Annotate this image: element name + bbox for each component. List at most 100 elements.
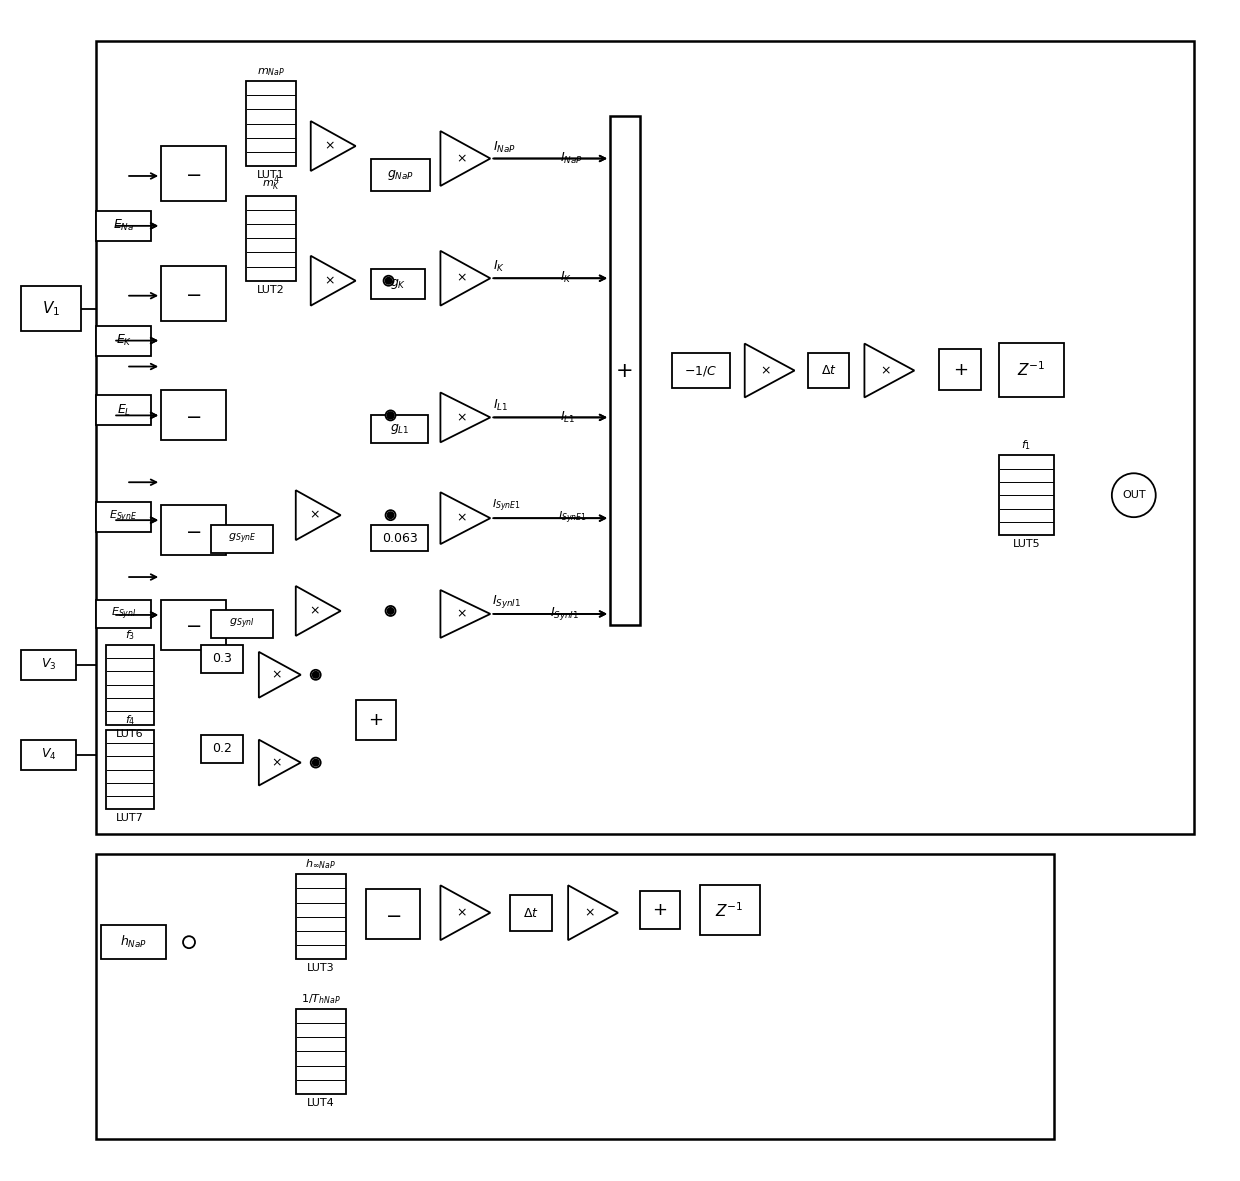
- Text: $g_{NaP}$: $g_{NaP}$: [387, 168, 414, 182]
- Text: $I_K$: $I_K$: [494, 259, 505, 274]
- Text: $\times$: $\times$: [456, 152, 466, 165]
- Bar: [97, 326, 151, 355]
- Text: $E_{SynI}$: $E_{SynI}$: [110, 606, 136, 622]
- Text: $\times$: $\times$: [309, 605, 320, 618]
- Text: LUT2: LUT2: [257, 285, 285, 295]
- Bar: [807, 353, 849, 389]
- Polygon shape: [259, 652, 301, 698]
- Bar: [366, 889, 420, 939]
- Circle shape: [184, 937, 195, 948]
- Bar: [107, 645, 154, 725]
- Text: $1/T_{hNaP}$: $1/T_{hNaP}$: [301, 992, 341, 1006]
- Bar: [161, 600, 226, 650]
- Circle shape: [387, 511, 394, 520]
- Text: $-$: $-$: [384, 905, 402, 924]
- Bar: [161, 146, 226, 201]
- Text: +: +: [616, 360, 634, 380]
- Circle shape: [311, 757, 321, 768]
- Bar: [672, 353, 730, 389]
- Bar: [201, 735, 243, 763]
- Bar: [102, 925, 166, 959]
- Circle shape: [386, 510, 396, 520]
- Bar: [999, 342, 1064, 398]
- Text: $\times$: $\times$: [456, 906, 466, 919]
- Text: $\times$: $\times$: [309, 509, 320, 522]
- Text: $\Delta t$: $\Delta t$: [523, 907, 539, 920]
- Bar: [97, 502, 151, 533]
- Text: $I_K$: $I_K$: [560, 270, 572, 286]
- Bar: [97, 41, 1194, 835]
- Text: $E_{SynE}$: $E_{SynE}$: [109, 509, 138, 526]
- Polygon shape: [864, 344, 914, 398]
- Text: $I_{L1}$: $I_{L1}$: [494, 398, 508, 413]
- Circle shape: [311, 670, 321, 680]
- Text: $g_K$: $g_K$: [389, 276, 407, 291]
- Text: $f_4$: $f_4$: [125, 713, 135, 726]
- Bar: [699, 886, 760, 935]
- Bar: [246, 196, 296, 281]
- Text: LUT4: LUT4: [306, 1098, 335, 1108]
- Text: $\times$: $\times$: [880, 364, 890, 377]
- Text: $h_{\infty NaP}$: $h_{\infty NaP}$: [305, 857, 336, 872]
- Text: $I_{NaP}$: $I_{NaP}$: [560, 150, 583, 165]
- Bar: [999, 456, 1054, 535]
- Polygon shape: [440, 131, 490, 185]
- Text: $I_{SynI1}$: $I_{SynI1}$: [551, 606, 579, 622]
- Bar: [296, 1009, 346, 1094]
- Polygon shape: [296, 490, 341, 540]
- Text: $\times$: $\times$: [272, 668, 281, 681]
- Text: LUT3: LUT3: [306, 964, 335, 973]
- Text: OUT: OUT: [1122, 490, 1146, 501]
- Polygon shape: [311, 122, 356, 171]
- Circle shape: [311, 671, 320, 679]
- Text: 0.063: 0.063: [382, 531, 418, 544]
- Text: $-$: $-$: [186, 521, 202, 540]
- Bar: [161, 505, 226, 555]
- Text: $Z^{-1}$: $Z^{-1}$: [1017, 360, 1045, 379]
- Circle shape: [386, 606, 396, 616]
- Polygon shape: [440, 250, 490, 306]
- Polygon shape: [440, 590, 490, 638]
- Text: $-$: $-$: [186, 406, 202, 425]
- Text: $\times$: $\times$: [324, 274, 335, 287]
- Text: $f_3$: $f_3$: [125, 628, 135, 642]
- Circle shape: [383, 275, 393, 286]
- Circle shape: [387, 411, 394, 419]
- Bar: [97, 600, 151, 628]
- Text: $\times$: $\times$: [456, 272, 466, 285]
- Text: $\Delta t$: $\Delta t$: [821, 364, 837, 377]
- Bar: [201, 645, 243, 673]
- Text: +: +: [652, 901, 667, 919]
- Text: $I_{SynE1}$: $I_{SynE1}$: [492, 497, 521, 514]
- Text: +: +: [952, 360, 967, 379]
- Text: LUT6: LUT6: [117, 729, 144, 738]
- Bar: [97, 396, 151, 425]
- Bar: [161, 266, 226, 320]
- Bar: [510, 895, 552, 931]
- Text: $h_{NaP}$: $h_{NaP}$: [120, 934, 148, 951]
- Text: $f_1$: $f_1$: [1022, 438, 1032, 452]
- Bar: [211, 609, 273, 638]
- Text: $g_{SynE}$: $g_{SynE}$: [228, 531, 257, 547]
- Bar: [161, 391, 226, 441]
- Bar: [21, 286, 82, 331]
- Text: +: +: [368, 711, 383, 729]
- Bar: [610, 116, 640, 625]
- Polygon shape: [440, 492, 490, 544]
- Text: $-1/C$: $-1/C$: [684, 364, 718, 378]
- Text: $-$: $-$: [186, 283, 202, 302]
- Text: $\times$: $\times$: [456, 511, 466, 524]
- Text: 0.3: 0.3: [212, 652, 232, 665]
- Text: $V_4$: $V_4$: [41, 748, 57, 762]
- Text: $Z^{-1}$: $Z^{-1}$: [715, 901, 744, 920]
- Text: 0.2: 0.2: [212, 742, 232, 755]
- Text: $\times$: $\times$: [584, 906, 594, 919]
- Text: $I_{NaP}$: $I_{NaP}$: [494, 139, 516, 155]
- Bar: [246, 81, 296, 167]
- Bar: [640, 892, 680, 929]
- Polygon shape: [296, 586, 341, 635]
- Polygon shape: [568, 886, 618, 940]
- Circle shape: [386, 411, 396, 420]
- Bar: [371, 269, 425, 299]
- Text: $I_{L1}$: $I_{L1}$: [560, 410, 575, 425]
